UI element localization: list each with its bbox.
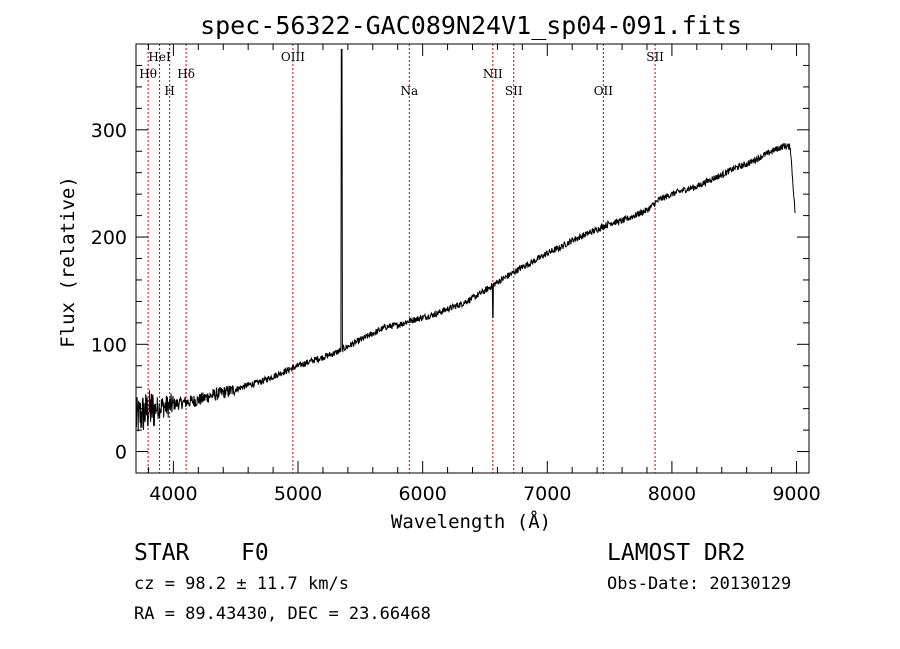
line-label: Hδ <box>177 67 195 81</box>
obs-date: Obs-Date: 20130129 <box>607 574 791 594</box>
line-label: OII <box>594 84 614 98</box>
object-subclass: F0 <box>241 540 269 566</box>
chart-title: spec-56322-GAC089N24V1_sp04-091.fits <box>200 11 742 40</box>
y-tick-label: 100 <box>91 334 127 356</box>
line-label: NII <box>483 67 503 81</box>
y-tick-label: 300 <box>91 120 127 142</box>
line-label: Na <box>400 84 418 98</box>
line-label: SII <box>646 50 664 64</box>
axis-ticks: 4000 5000 6000 7000 8000 9000 0 100 200 300 <box>91 44 821 505</box>
x-tick-label: 5000 <box>274 483 322 505</box>
x-tick-label: 6000 <box>398 483 446 505</box>
x-tick-label: 4000 <box>149 483 197 505</box>
x-tick-label: 9000 <box>772 483 820 505</box>
y-axis-label: Flux (relative) <box>57 176 79 348</box>
y-tick-label: 200 <box>91 227 127 249</box>
plot-frame <box>135 43 810 474</box>
x-tick-label: 7000 <box>523 483 571 505</box>
survey-name: LAMOST DR2 <box>607 540 745 566</box>
line-label: H <box>164 84 174 98</box>
x-axis-label: Wavelength (Å) <box>391 510 551 533</box>
ra-dec-coords: RA = 89.43430, DEC = 23.66468 <box>134 604 431 624</box>
spectrum-line <box>135 48 796 432</box>
line-label: HeI <box>148 50 171 64</box>
x-tick-label: 8000 <box>648 483 696 505</box>
line-label: Hθ <box>139 67 157 81</box>
line-label: OIII <box>281 50 305 64</box>
line-label: SII <box>505 84 523 98</box>
redshift-cz: cz = 98.2 ± 11.7 km/s <box>134 574 349 594</box>
object-class: STAR <box>134 540 190 566</box>
y-tick-label: 0 <box>115 442 127 464</box>
